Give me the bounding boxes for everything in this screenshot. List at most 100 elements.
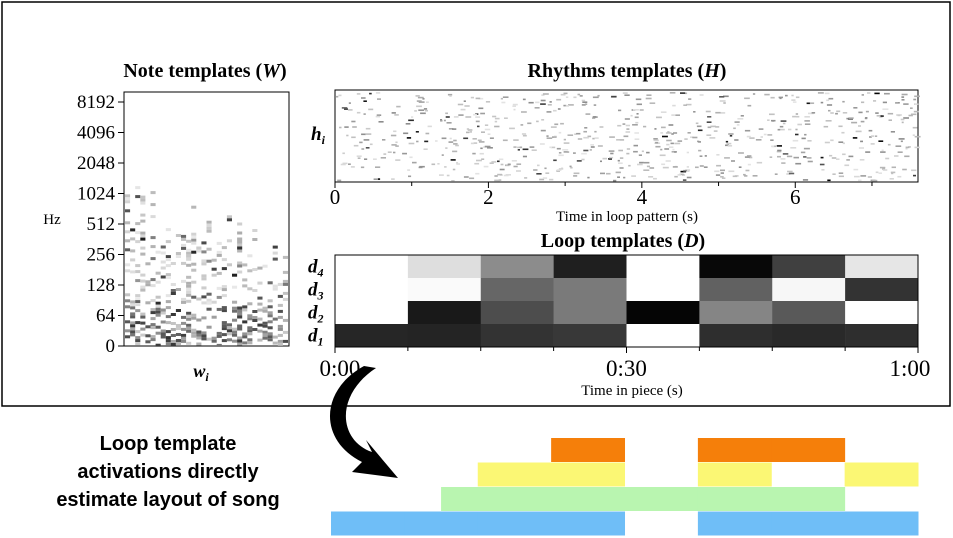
loop-cell [772,278,846,302]
rhythm-cell [716,164,721,167]
rhythm-cell [777,155,781,158]
note-cell [237,246,243,250]
note-cell [247,287,253,291]
note-cell [221,324,227,328]
rhythm-cell [897,175,902,178]
layout-bar-blue [551,511,626,536]
rhythm-cell [793,156,799,159]
note-cell [135,339,141,343]
rhythm-cell [441,137,447,140]
rhythm-cell [546,111,552,113]
rhythm-cell [445,147,448,149]
rhythm-cell [630,114,633,117]
rhythm-cell [445,112,448,115]
rhythm-cell [563,142,570,144]
rhythm-cell [755,139,762,141]
rhythm-cell [795,115,800,118]
rhythm-cell [687,170,690,172]
rhythm-cell [395,145,399,147]
note-cell [150,203,156,207]
note-cell [181,279,187,283]
layout-bar-yellow [844,462,919,487]
note-cell [196,297,202,301]
rhythm-cell [860,175,867,177]
note-cell [186,329,192,333]
rhythm-cell [733,127,736,130]
rhythm-cell [425,132,430,135]
note-cell [140,312,146,316]
rhythm-cell [698,149,702,152]
note-cell [206,247,212,251]
rhythm-cell [792,139,799,142]
rhythm-cell [724,157,730,159]
rhythm-cell [782,153,789,155]
rhythm-cell [435,140,438,142]
rhythm-cell [648,176,654,178]
rhythm-cell [519,146,523,149]
note-cell [170,292,176,295]
rhythm-cell [479,152,484,155]
layout-bar-blue [477,511,552,536]
rhythm-cell [804,120,810,122]
note-cell [181,321,187,325]
rhythm-cell [720,169,725,172]
rhythm-cell [763,133,767,136]
rhythm-cell [507,163,511,166]
rhythm-cell [480,112,485,115]
note-cell [242,341,248,345]
rhythm-cell [677,174,681,176]
rhythm-cell [450,159,456,161]
note-cell [130,330,136,334]
rhythm-cell [626,148,631,150]
rhythm-cell [645,97,652,100]
note-cell [272,317,278,321]
note-cell [145,340,151,344]
rhythm-cell [440,120,443,122]
rhythm-cell [550,126,557,128]
rhythm-cell [476,159,482,162]
note-cell [165,273,171,277]
rhythm-cell [820,156,824,159]
rhythm-cell [720,172,724,174]
rhythm-cell [785,94,788,97]
rhythm-cell [528,101,534,104]
note-cell [247,254,253,258]
rhythm-cell [792,101,797,103]
rhythm-cell [871,135,875,137]
rhythm-cell [910,107,913,109]
rhythm-cell [900,118,905,121]
rhythm-cell [478,107,484,110]
note-cell [206,325,212,329]
note-ytick-label: 512 [87,214,116,235]
rhythm-cell [444,166,447,168]
note-cell [272,335,278,339]
rhythm-cell [860,120,865,123]
note-cell [165,300,171,304]
note-cell [135,297,141,301]
rhythm-cell [855,130,862,133]
rhythm-cell [412,161,417,164]
rhythm-cell [802,179,809,181]
note-cell [170,313,176,316]
rhythm-cell [576,160,582,162]
rhythm-cell [842,112,848,114]
rhythm-cell [690,136,694,138]
note-cell [267,311,273,315]
rhythm-cell [502,139,508,142]
rhythm-cell [583,130,587,133]
rhythm-cell [369,143,373,146]
rhythm-cell [512,103,518,106]
note-cell [206,292,212,296]
note-cell [125,248,131,252]
loop-cell [480,324,554,348]
rhythm-cell [865,151,871,153]
rhythm-cell [836,110,841,113]
rhythm-cell [719,100,726,102]
rhythm-cell [350,166,355,168]
rhythm-cell [672,148,675,151]
rhythm-cell [502,96,509,98]
rhythm-cell [553,109,557,112]
note-cell [211,267,217,271]
loop-cell [772,255,846,279]
loop-cell [772,301,846,325]
